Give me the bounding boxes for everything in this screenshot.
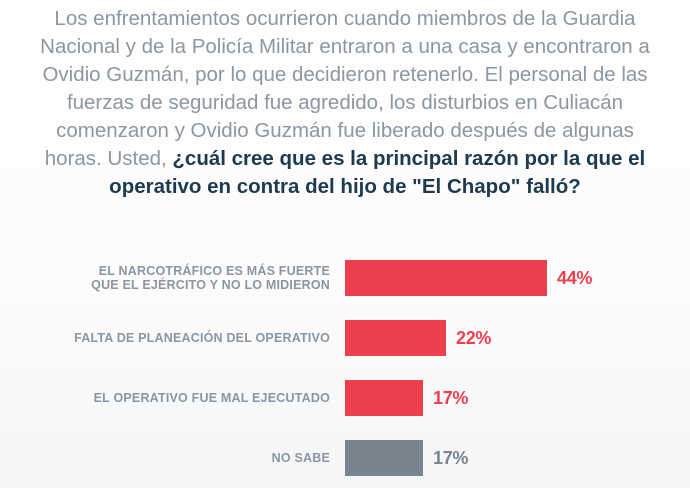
intro-line: comenzaron y Ovidio Guzmán fue liberado … — [56, 119, 634, 142]
bar-value: 22% — [456, 327, 492, 348]
bar-category-label-line: NO SABE — [271, 451, 330, 465]
bar-chart: EL NARCOTRÁFICO ES MÁS FUERTE QUE EL EJÉR… — [0, 260, 690, 488]
bar-value: 17% — [433, 447, 469, 468]
bar-category-label-line: EL NARCOTRÁFICO ES MÁS FUERTE — [98, 264, 330, 278]
bar-value: 44% — [557, 267, 593, 288]
bar-category-label: FALTA DE PLANEACIÓN DEL OPERATIVO — [0, 331, 330, 345]
intro-line: Ovidio Guzmán, por lo que decidieron ret… — [42, 63, 648, 86]
bar — [345, 260, 547, 296]
chart-row: FALTA DE PLANEACIÓN DEL OPERATIVO 22% — [0, 320, 690, 356]
intro-line-normal-part: horas. Usted, — [44, 147, 173, 170]
bar-category-label-line: FALTA DE PLANEACIÓN DEL OPERATIVO — [74, 331, 330, 345]
intro-line-mixed: horas. Usted, ¿cuál cree que es la princ… — [0, 145, 690, 173]
intro-line-bold: operativo en contra del hijo de "El Chap… — [0, 173, 690, 201]
question-bold-part: ¿cuál cree que es la principal razón por… — [172, 147, 646, 170]
bar — [345, 320, 446, 356]
bar — [345, 380, 423, 416]
bar-category-label: EL NARCOTRÁFICO ES MÁS FUERTE QUE EL EJÉR… — [0, 264, 330, 292]
intro-line: Los enfrentamientos ocurrieron cuando mi… — [54, 7, 636, 30]
bar-category-label-line: QUE EL EJÉRCITO Y NO LO MIDIERON — [91, 278, 330, 292]
survey-question-text: Los enfrentamientos ocurrieron cuando mi… — [0, 5, 690, 201]
intro-line: Nacional y de la Policía Militar entraro… — [40, 35, 650, 58]
bar-value: 17% — [433, 387, 469, 408]
bar-category-label-line: EL OPERATIVO FUE MAL EJECUTADO — [93, 391, 330, 405]
chart-row: EL OPERATIVO FUE MAL EJECUTADO 17% — [0, 380, 690, 416]
intro-line: fuerzas de seguridad fue agredido, los d… — [66, 91, 624, 114]
chart-row: EL NARCOTRÁFICO ES MÁS FUERTE QUE EL EJÉR… — [0, 260, 690, 296]
bar-category-label: NO SABE — [0, 451, 330, 465]
question-bold-part: operativo en contra del hijo de "El Chap… — [109, 175, 581, 198]
chart-row: NO SABE 17% — [0, 440, 690, 476]
bar — [345, 440, 423, 476]
bar-category-label: EL OPERATIVO FUE MAL EJECUTADO — [0, 391, 330, 405]
